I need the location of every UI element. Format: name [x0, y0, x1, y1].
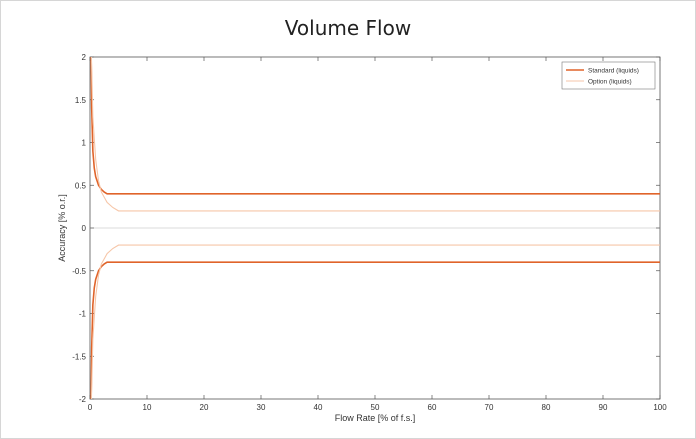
legend-box	[561, 61, 656, 90]
y-tick-label: 1	[82, 139, 87, 148]
legend-label: Standard (liquids)	[588, 68, 639, 75]
y-tick-label: -1.5	[72, 352, 86, 361]
series-line-standard-lower	[90, 261, 660, 400]
y-tick-label: -0.5	[72, 267, 86, 276]
y-tick-label: 1.5	[75, 96, 87, 105]
series-line-standard-upper	[90, 56, 660, 195]
y-tick-label: 2	[82, 53, 87, 62]
x-tick-label: 30	[257, 403, 266, 412]
y-tick-label: 0.5	[75, 181, 87, 190]
y-axis-label: Accuracy [% o.r.]	[57, 194, 67, 262]
x-tick-label: 90	[599, 403, 608, 412]
legend-label: Option (liquids)	[588, 79, 632, 86]
series-line-option-upper	[90, 56, 660, 212]
x-tick-label: 70	[485, 403, 494, 412]
x-tick-label: 0	[88, 403, 93, 412]
x-tick-label: 40	[314, 403, 323, 412]
legend: Standard (liquids) Option (liquids)	[561, 61, 656, 90]
x-tick-label: 10	[143, 403, 152, 412]
y-tick-label: -1	[79, 310, 87, 319]
x-tick-label: 100	[653, 403, 667, 412]
x-tick-label: 80	[542, 403, 551, 412]
x-axis-label: Flow Rate [% of f.s.]	[335, 413, 416, 423]
chart-title: Volume Flow	[284, 16, 412, 40]
x-tick-label: 20	[200, 403, 209, 412]
y-tick-label: -2	[79, 395, 87, 404]
x-tick-label: 60	[428, 403, 437, 412]
series-line-option-lower	[90, 244, 660, 400]
x-tick-label: 50	[371, 403, 380, 412]
y-tick-label: 0	[82, 224, 87, 233]
